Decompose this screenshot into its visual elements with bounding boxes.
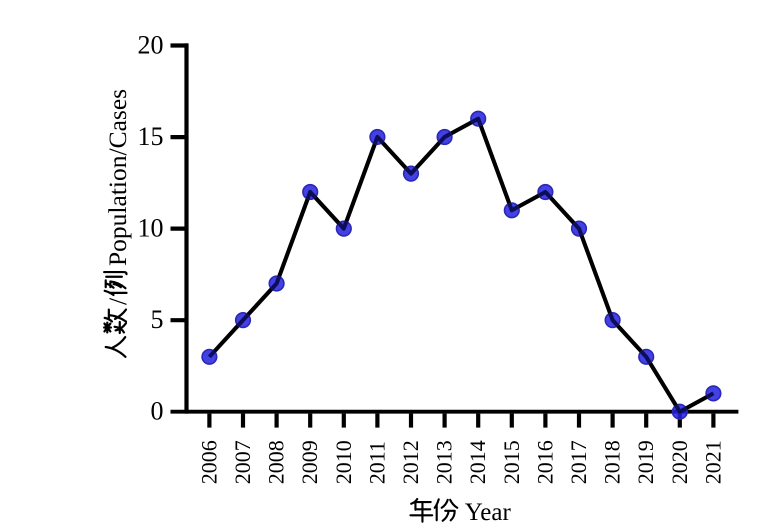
svg-text:Population/Cases: Population/Cases bbox=[103, 89, 132, 266]
svg-text:2016: 2016 bbox=[532, 440, 557, 484]
svg-text:Year: Year bbox=[465, 499, 512, 526]
svg-text:2018: 2018 bbox=[600, 440, 625, 484]
svg-text:2021: 2021 bbox=[700, 440, 725, 484]
svg-text:10: 10 bbox=[138, 214, 164, 243]
svg-text:2008: 2008 bbox=[264, 440, 289, 484]
svg-text:20: 20 bbox=[138, 31, 164, 60]
svg-text:2009: 2009 bbox=[297, 440, 322, 484]
svg-text:2010: 2010 bbox=[331, 440, 356, 484]
svg-text:15: 15 bbox=[138, 122, 164, 151]
svg-text:0: 0 bbox=[151, 397, 164, 426]
svg-text:2020: 2020 bbox=[667, 440, 692, 484]
svg-text:2019: 2019 bbox=[633, 440, 658, 484]
svg-text:2013: 2013 bbox=[432, 440, 457, 484]
svg-text:5: 5 bbox=[151, 305, 164, 334]
svg-text:2011: 2011 bbox=[364, 441, 389, 484]
svg-text:/: / bbox=[103, 297, 132, 305]
svg-text:2015: 2015 bbox=[499, 440, 524, 484]
svg-text:2014: 2014 bbox=[465, 440, 490, 484]
svg-text:2012: 2012 bbox=[398, 440, 423, 484]
svg-text:2006: 2006 bbox=[196, 440, 221, 484]
svg-text:2007: 2007 bbox=[230, 440, 255, 484]
svg-text:2017: 2017 bbox=[566, 440, 591, 484]
